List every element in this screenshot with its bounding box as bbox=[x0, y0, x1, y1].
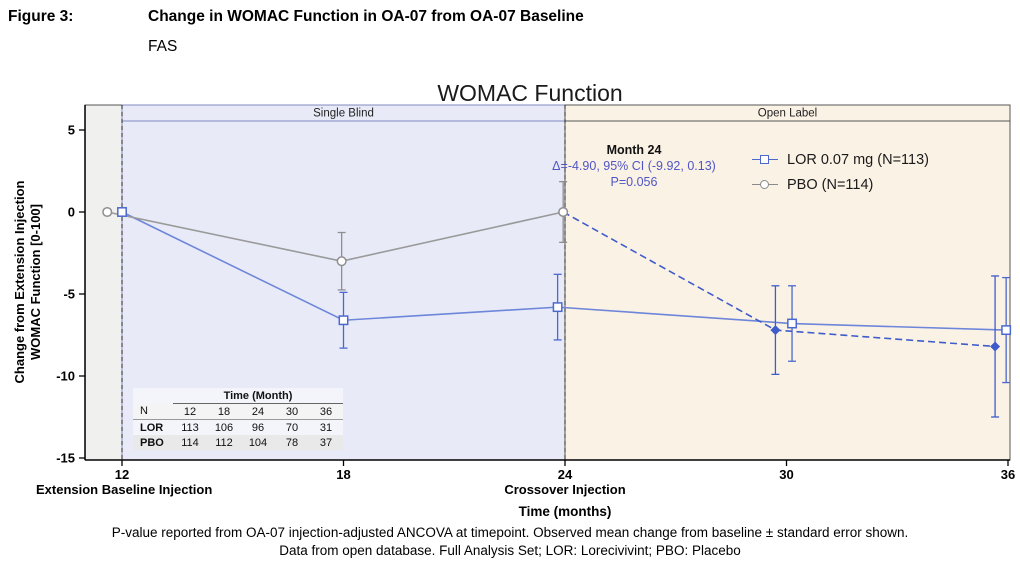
footnotes: P-value reported from OA-07 injection-ad… bbox=[0, 524, 1020, 560]
annotation-pvalue: P=0.056 bbox=[610, 175, 658, 189]
annotation-heading: Month 24 bbox=[606, 143, 662, 157]
svg-text:Open Label: Open Label bbox=[758, 108, 817, 120]
svg-text:18: 18 bbox=[336, 467, 350, 482]
figure-titles: Change in WOMAC Function in OA-07 from O… bbox=[148, 8, 584, 56]
legend-label-pbo: PBO (N=114) bbox=[787, 176, 874, 193]
extension-baseline-injection-label: Extension Baseline Injection bbox=[36, 482, 213, 497]
table-row-lor: LOR 113 106 96 70 31 bbox=[140, 421, 333, 434]
figure-title: Change in WOMAC Function in OA-07 from O… bbox=[148, 8, 584, 25]
svg-text:-15: -15 bbox=[56, 451, 75, 466]
chart-title: WOMAC Function bbox=[437, 80, 623, 106]
table-n-label: N bbox=[133, 403, 173, 420]
svg-text:-5: -5 bbox=[63, 287, 75, 302]
table-header-row: Time (Month) bbox=[133, 388, 343, 404]
figure-caption: Figure 3: Change in WOMAC Function in OA… bbox=[8, 8, 584, 56]
table-title: Time (Month) bbox=[173, 388, 343, 404]
svg-text:WOMAC Function [0-100]: WOMAC Function [0-100] bbox=[28, 204, 43, 360]
pbo-marker-icon bbox=[752, 178, 778, 192]
lor-marker-icon bbox=[752, 153, 778, 167]
x-axis-title: Time (months) bbox=[518, 504, 612, 519]
figure-number: Figure 3: bbox=[8, 8, 74, 25]
svg-text:Change from Extension Injectio: Change from Extension Injection bbox=[12, 180, 27, 383]
table-row-pbo: PBO 114 112 104 78 37 bbox=[133, 435, 343, 450]
svg-text:36: 36 bbox=[1001, 467, 1015, 482]
month24-annotation: Month 24 Δ=-4.90, 95% CI (-9.92, 0.13) P… bbox=[518, 142, 750, 190]
svg-text:0: 0 bbox=[68, 205, 75, 220]
legend: LOR 0.07 mg (N=113) PBO (N=114) bbox=[752, 147, 929, 197]
footnote-line-2: Data from open database. Full Analysis S… bbox=[279, 543, 741, 558]
table-months-row: N 12 18 24 30 36 bbox=[133, 403, 343, 420]
figure-subtitle: FAS bbox=[148, 38, 178, 55]
crossover-injection-label: Crossover Injection bbox=[504, 482, 626, 497]
legend-item-pbo: PBO (N=114) bbox=[752, 172, 929, 197]
svg-text:Single Blind: Single Blind bbox=[313, 108, 374, 120]
footnote-line-1: P-value reported from OA-07 injection-ad… bbox=[111, 525, 909, 540]
svg-text:5: 5 bbox=[68, 123, 75, 138]
legend-item-lor: LOR 0.07 mg (N=113) bbox=[752, 147, 929, 172]
svg-text:24: 24 bbox=[558, 467, 573, 482]
svg-text:-10: -10 bbox=[56, 369, 75, 384]
svg-text:12: 12 bbox=[115, 467, 129, 482]
legend-label-lor: LOR 0.07 mg (N=113) bbox=[787, 151, 929, 168]
svg-text:30: 30 bbox=[779, 467, 793, 482]
annotation-delta: Δ=-4.90, 95% CI (-9.92, 0.13) bbox=[552, 159, 716, 173]
sample-size-table: Time (Month) N 12 18 24 30 36 LOR 113 10… bbox=[133, 388, 343, 450]
